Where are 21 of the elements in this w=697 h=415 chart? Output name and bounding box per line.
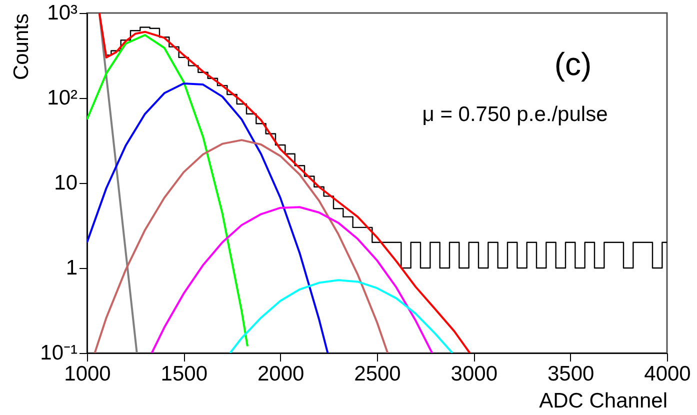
y-tick-label: 10⁻¹ [40, 342, 78, 364]
y-tick-label: 10² [47, 86, 78, 110]
x-axis-title: ADC Channel [539, 390, 668, 412]
x-tick-label: 4000 [644, 362, 691, 386]
y-tick-label: 10 [54, 172, 78, 194]
line-series [229, 279, 454, 353]
annotation: (c) [554, 46, 592, 82]
x-tick-label: 2500 [354, 362, 401, 386]
line-series [94, 139, 389, 353]
line-series [87, 34, 248, 348]
line-series [87, 82, 329, 353]
y-tick-label: 1 [66, 256, 78, 280]
x-tick-label: 2000 [257, 362, 304, 386]
x-tick-label: 3500 [547, 362, 594, 386]
x-tick-label: 1000 [64, 362, 111, 386]
annotation: μ = 0.750 p.e./pulse [422, 103, 608, 126]
x-tick-label: 1500 [160, 362, 208, 386]
y-tick-label: 10³ [47, 2, 78, 24]
y-axis-title: Counts [10, 14, 34, 80]
line-series [150, 206, 434, 353]
x-tick-label: 3000 [450, 362, 498, 386]
